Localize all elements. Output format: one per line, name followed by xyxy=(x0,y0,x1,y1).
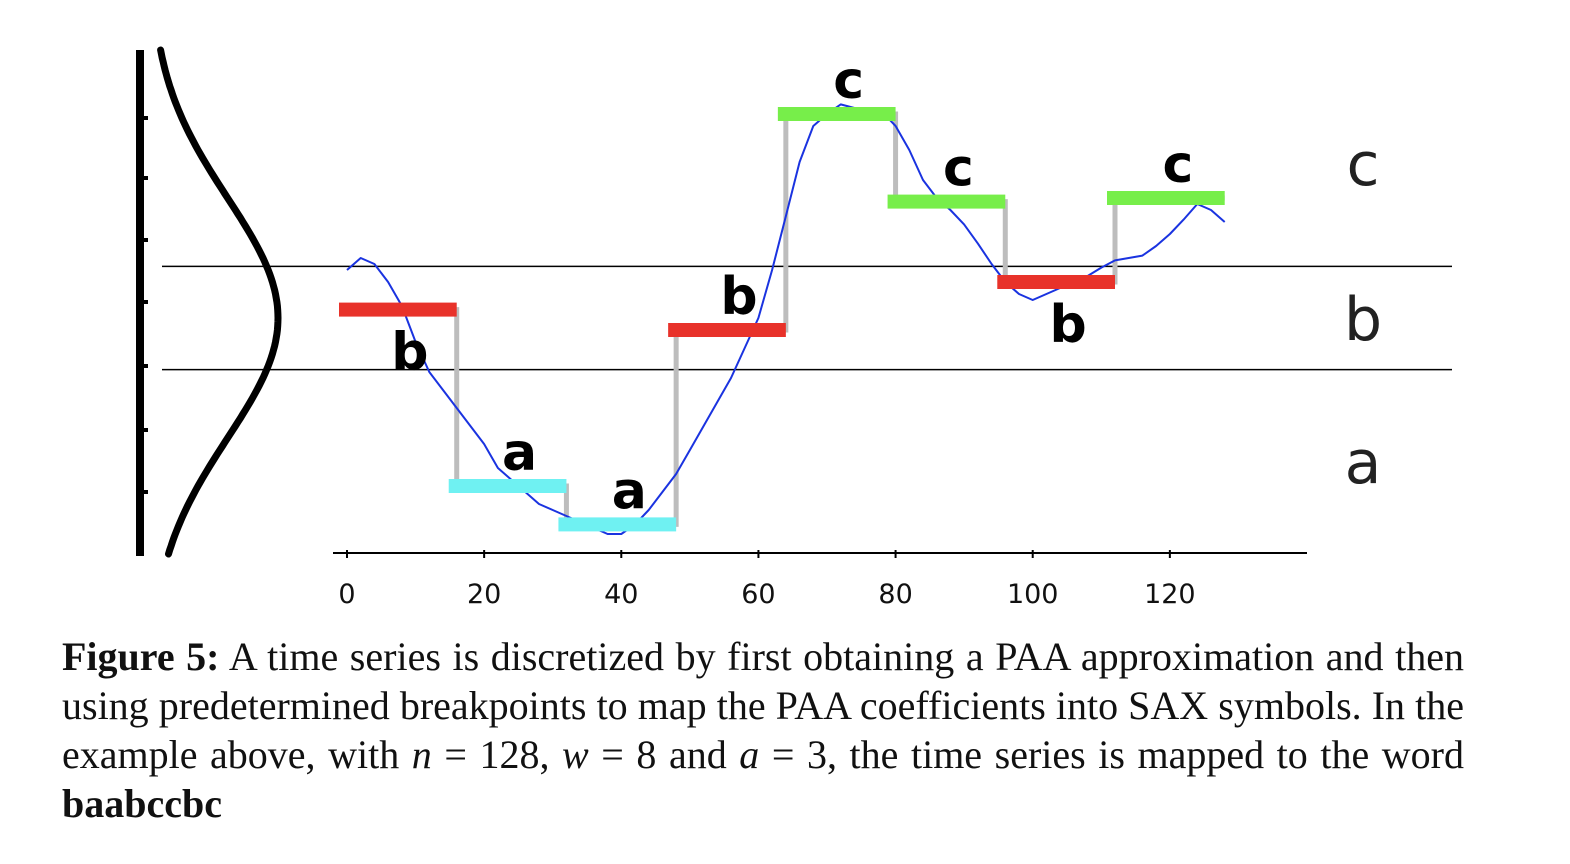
paa-segment-5 xyxy=(887,194,1006,209)
x-tick-label-20: 20 xyxy=(467,579,501,610)
segment-symbol-6: b xyxy=(1050,295,1087,355)
caption-text-4: = 3, the time series is mapped to the wo… xyxy=(759,732,1464,777)
band-label-c: c xyxy=(1347,130,1380,200)
segment-symbol-5: c xyxy=(943,139,974,199)
caption-text-3: = 8 and xyxy=(588,732,740,777)
x-tick-label-0: 0 xyxy=(338,579,355,610)
paa-segment-3 xyxy=(668,323,786,337)
caption-text-1: A time series is discretized by first ob… xyxy=(62,634,1464,777)
caption-var-n: n xyxy=(411,732,432,777)
gaussian-distribution xyxy=(136,46,282,558)
chart-svg: 0 20 40 60 80 100 120 b a a b c c b c a b c xyxy=(136,46,1452,610)
segment-symbol-0: b xyxy=(391,323,428,383)
band-label-a: a xyxy=(1345,428,1382,498)
gaussian-curve xyxy=(157,46,282,558)
paa-segment-0 xyxy=(339,302,457,317)
band-labels: a b c xyxy=(1344,130,1382,498)
x-tick-label-120: 120 xyxy=(1144,579,1196,610)
segment-symbol-2: a xyxy=(612,461,647,521)
caption-sax-word: baabccbc xyxy=(62,781,222,826)
segment-symbols: b a a b c c b c xyxy=(391,51,1193,521)
x-tick-label-40: 40 xyxy=(604,579,638,610)
caption-var-a: a xyxy=(739,732,760,777)
paa-step-path xyxy=(347,111,1225,527)
paa-segment-1 xyxy=(448,479,567,493)
figure-caption: Figure 5: A time series is discretized b… xyxy=(62,632,1464,828)
x-axis: 0 20 40 60 80 100 120 xyxy=(333,550,1307,610)
x-tick-label-60: 60 xyxy=(741,579,775,610)
paa-segment-2 xyxy=(558,517,677,532)
x-tick-label-80: 80 xyxy=(878,579,912,610)
segment-symbol-7: c xyxy=(1162,135,1193,195)
segment-symbol-3: b xyxy=(720,267,757,327)
paa-step-line xyxy=(347,111,1225,527)
x-tick-label-100: 100 xyxy=(1007,579,1059,610)
band-label-b: b xyxy=(1344,285,1382,355)
sax-figure: 0 20 40 60 80 100 120 b a a b c c b c a b c xyxy=(136,46,1452,610)
paa-segment-4 xyxy=(777,107,896,121)
caption-var-w: w xyxy=(562,732,589,777)
caption-text-2: = 128, xyxy=(431,732,563,777)
segment-symbol-1: a xyxy=(502,423,537,483)
segment-symbol-4: c xyxy=(833,51,864,111)
breakpoint-lines xyxy=(162,265,1452,371)
caption-label: Figure 5: xyxy=(62,634,220,679)
paa-segment-6 xyxy=(997,275,1115,289)
paa-segments xyxy=(339,107,1225,532)
paa-segment-7 xyxy=(1107,191,1225,205)
